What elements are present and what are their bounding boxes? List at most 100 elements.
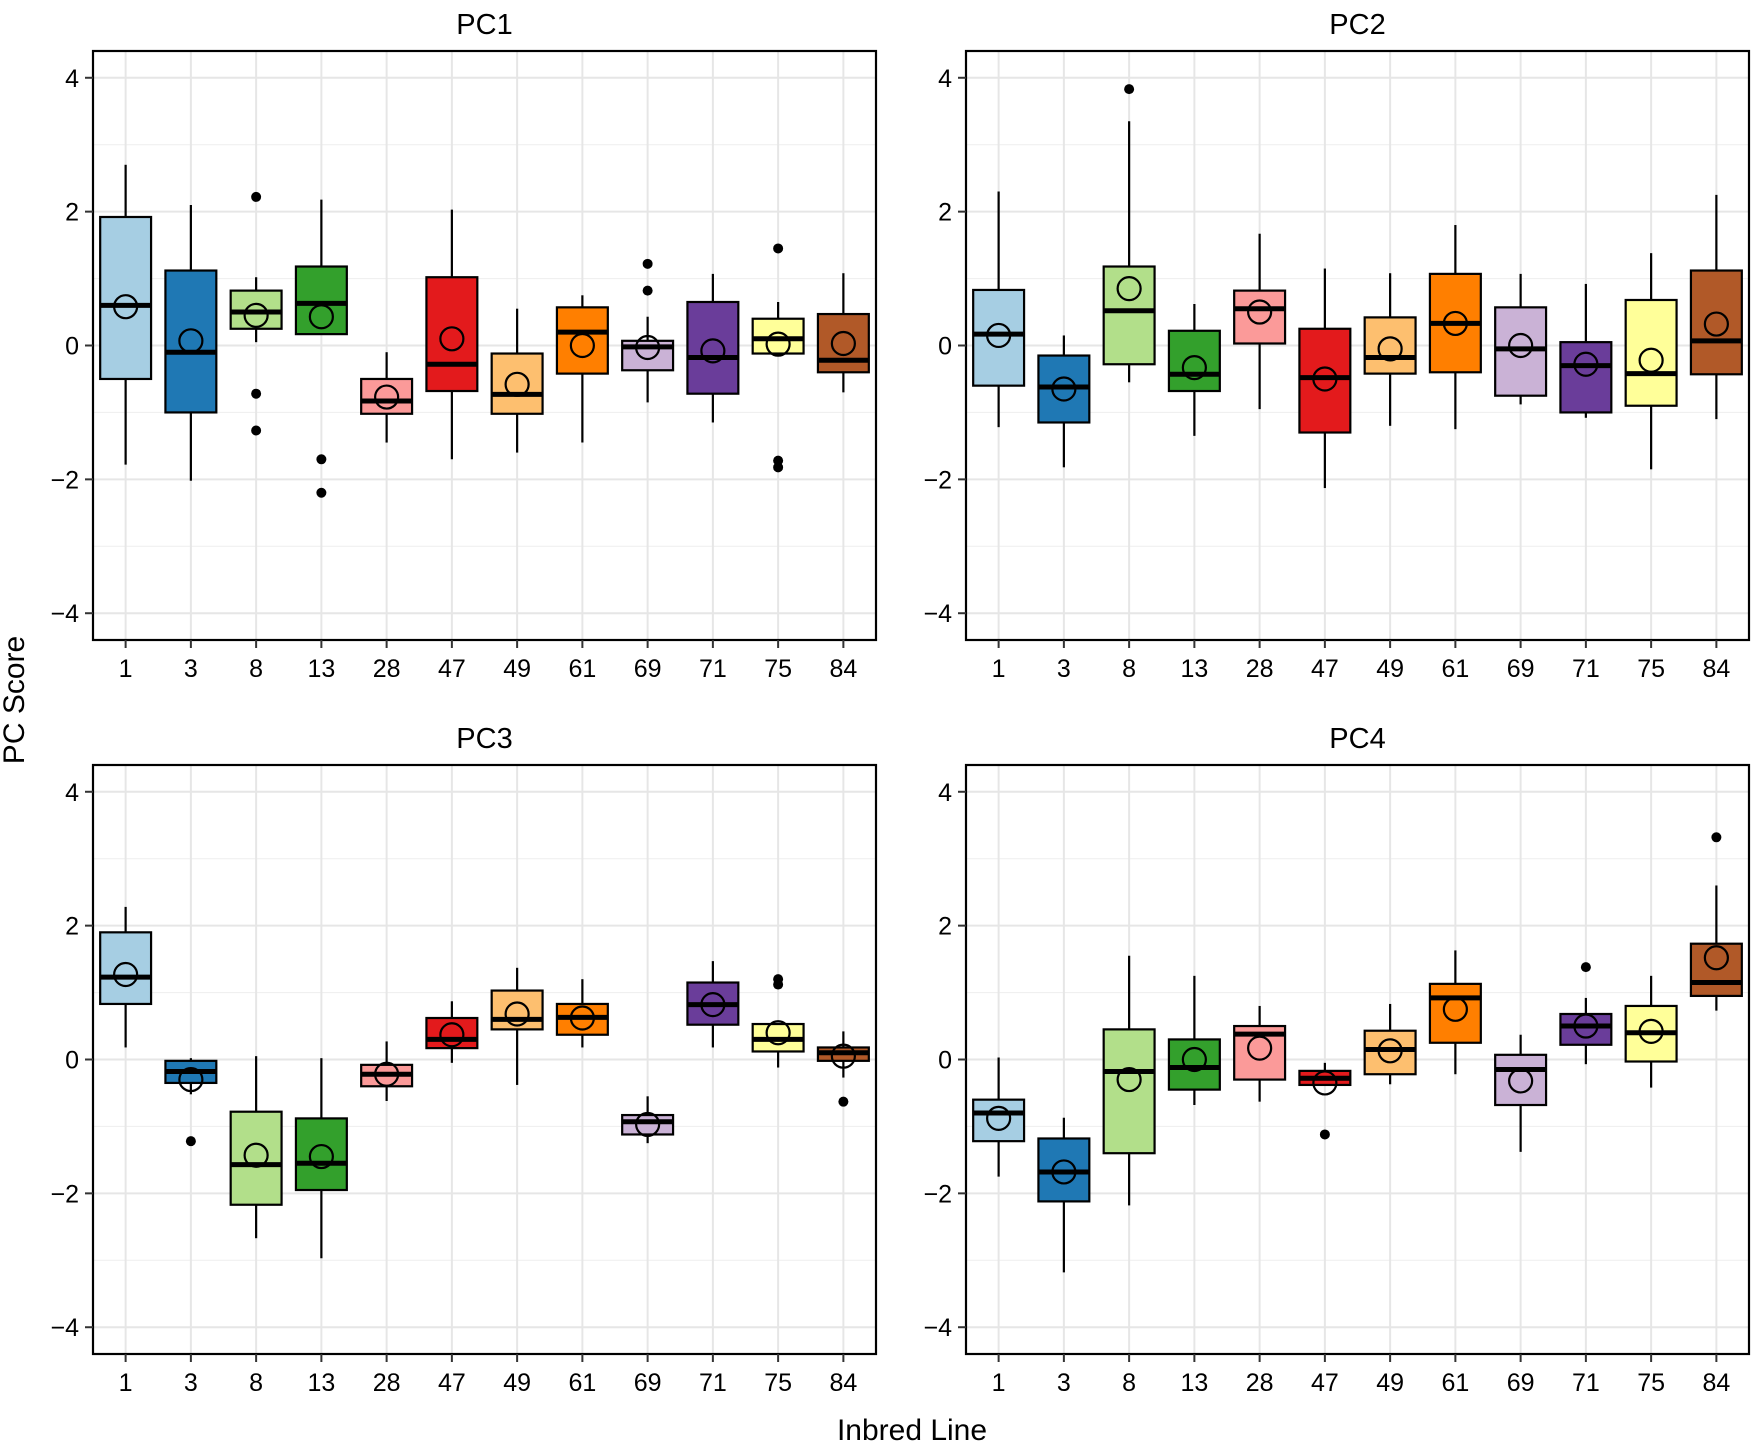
box-line-3 [1037,335,1091,468]
mean-marker [1508,332,1534,359]
box-line-28 [1233,1005,1287,1102]
box-line-8 [229,1056,283,1239]
mean-marker [439,1022,465,1048]
mean-marker [113,961,139,988]
mean-marker [1573,1013,1599,1039]
mean-marker [1377,1038,1403,1064]
x-tick-label: 8 [249,1369,263,1397]
box-iqr [972,288,1026,387]
y-tick-label: −4 [923,600,952,628]
panel-title: PC1 [456,9,512,41]
x-tick-label: 3 [1057,655,1071,683]
x-tick-label: 8 [1122,655,1136,683]
y-tick-label: −4 [923,1314,952,1342]
box-line-13 [1167,975,1221,1106]
x-tick-label: 47 [438,1369,466,1397]
x-tick-label: 69 [1507,1369,1535,1397]
mean-marker [439,326,465,352]
y-tick-label: 2 [938,199,952,227]
box-line-47 [1298,268,1352,489]
mean-marker [1442,996,1468,1022]
box-line-61 [555,979,609,1048]
y-tick-label: 2 [938,913,952,941]
x-tick-label: 1 [992,655,1006,683]
x-tick-label: 3 [184,655,198,683]
x-tick-label: 47 [438,655,466,683]
box-line-28 [1233,233,1287,410]
x-tick-label: 28 [373,1369,401,1397]
box-line-49 [1363,273,1417,426]
x-tick-label: 71 [699,1369,727,1397]
box-line-8 [229,191,283,436]
box-iqr [1298,327,1352,434]
box-line-75 [1624,253,1678,470]
mean-marker [113,294,139,320]
y-tick-label: 0 [938,333,952,361]
mean-marker [308,304,334,330]
outlier-point [185,1136,196,1147]
y-tick-label: −4 [50,1314,79,1342]
x-tick-label: 13 [307,655,335,683]
x-tick-label: 71 [1572,1369,1600,1397]
box-line-84 [1689,194,1743,420]
mean-marker [504,371,530,397]
x-tick-label: 61 [568,1369,596,1397]
x-tick-label: 61 [1441,1369,1469,1397]
x-tick-label: 28 [1246,1369,1274,1397]
mean-marker [1508,1068,1534,1094]
box-line-61 [555,295,609,443]
y-tick-label: 4 [938,779,952,807]
mean-marker [1181,354,1207,381]
x-tick-label: 13 [307,1369,335,1397]
box-line-47 [1298,1062,1352,1140]
box-line-47 [425,1001,479,1063]
outlier-point [773,462,784,473]
box-line-49 [490,308,544,453]
outlier-point [251,388,262,399]
x-tick-label: 8 [1122,1369,1136,1397]
mean-marker [830,1043,856,1069]
x-tick-label: 84 [829,655,857,683]
box-line-69 [1494,273,1548,405]
mean-marker [374,384,400,410]
mean-marker [569,332,595,359]
box-iqr [1494,306,1548,397]
panel-title: PC2 [1329,9,1385,41]
x-tick-label: 1 [119,655,133,683]
box-line-75 [751,243,805,473]
mean-marker [1703,945,1729,971]
y-tick-label: 4 [938,65,952,93]
box-line-49 [490,967,544,1085]
box-iqr [1559,1012,1613,1046]
outlier-point [251,425,262,436]
box-line-47 [425,209,479,460]
box-line-28 [360,352,414,443]
mean-marker [1377,336,1403,362]
box-iqr [1624,298,1678,407]
box-line-3 [1037,1117,1091,1273]
box-iqr [425,276,479,393]
x-tick-label: 75 [764,1369,792,1397]
box-line-71 [686,961,740,1048]
mean-marker [504,1001,530,1027]
mean-marker [765,331,791,357]
box-iqr [490,352,544,415]
x-tick-label: 69 [634,655,662,683]
x-tick-label: 8 [249,655,263,683]
y-tick-label: −2 [50,466,79,494]
box-line-1 [972,191,1026,428]
box-line-13 [1167,304,1221,436]
box-line-1 [99,906,153,1048]
y-tick-label: 0 [65,1047,79,1075]
box-iqr [1428,982,1482,1044]
outlier-point [316,487,327,498]
y-tick-label: −2 [923,1180,952,1208]
mean-marker [178,328,204,354]
box-line-69 [621,258,675,403]
mean-marker [830,330,856,357]
mean-marker [374,1061,400,1087]
mean-marker [1638,347,1664,373]
box-iqr [229,1110,283,1206]
